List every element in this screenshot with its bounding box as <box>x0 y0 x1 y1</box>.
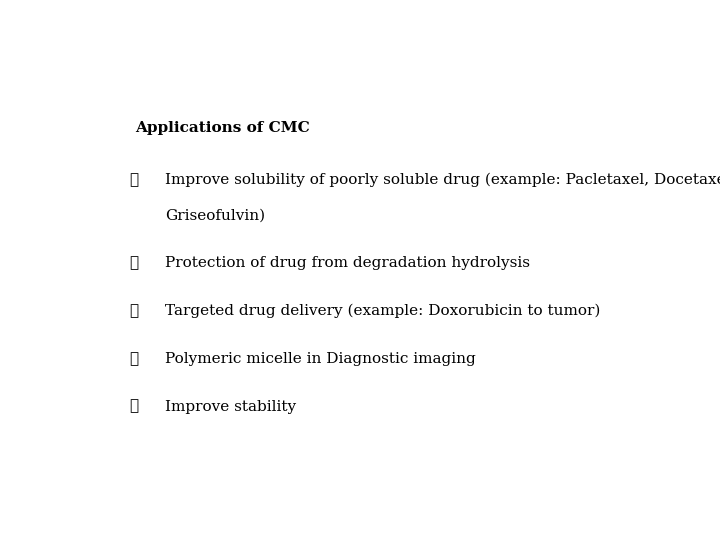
Text: Applications of CMC: Applications of CMC <box>135 121 310 135</box>
Text: ➢: ➢ <box>129 400 138 414</box>
Text: Griseofulvin): Griseofulvin) <box>166 208 266 222</box>
Text: Targeted drug delivery (example: Doxorubicin to tumor): Targeted drug delivery (example: Doxorub… <box>166 304 600 318</box>
Text: ➢: ➢ <box>129 173 138 187</box>
Text: ➢: ➢ <box>129 304 138 318</box>
Text: Polymeric micelle in Diagnostic imaging: Polymeric micelle in Diagnostic imaging <box>166 352 476 366</box>
Text: Protection of drug from degradation hydrolysis: Protection of drug from degradation hydr… <box>166 256 531 270</box>
Text: ➢: ➢ <box>129 256 138 270</box>
Text: ➢: ➢ <box>129 352 138 366</box>
Text: Improve stability: Improve stability <box>166 400 297 414</box>
Text: Improve solubility of poorly soluble drug (example: Pacletaxel, Docetaxel,: Improve solubility of poorly soluble dru… <box>166 173 720 187</box>
